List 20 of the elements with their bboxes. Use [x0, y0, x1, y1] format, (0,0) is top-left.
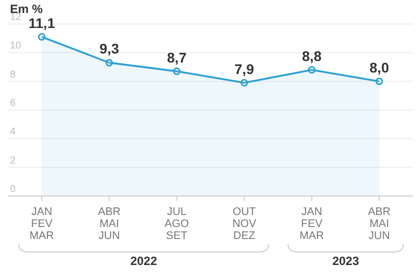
- y-tick-label: 0: [10, 184, 16, 195]
- data-label: 7,9: [234, 60, 254, 77]
- x-tick-label: OUT NOV DEZ: [232, 206, 257, 242]
- data-label: 8,7: [167, 49, 187, 66]
- x-tick-label: ABR MAI JUN: [98, 206, 121, 242]
- y-tick-label: 6: [10, 98, 16, 109]
- data-label: 8,8: [302, 48, 322, 64]
- x-tick-label: JUL AGO SET: [164, 206, 190, 242]
- x-tick-label: JAN FEV MAR: [300, 206, 324, 242]
- y-tick-label: 10: [10, 40, 22, 52]
- text: 2023: [332, 254, 360, 268]
- y-tick-label: 2: [10, 155, 16, 166]
- text: 2022: [130, 254, 158, 268]
- data-label: 8,0: [370, 59, 390, 76]
- y-tick-label: 8: [10, 69, 16, 80]
- x-tick-label: JAN FEV MAR: [30, 206, 54, 242]
- x-tick-label: ABR MAI JUN: [368, 206, 391, 242]
- data-label: 9,3: [100, 40, 120, 57]
- data-label: 11,1: [28, 14, 56, 31]
- y-tick-label: 4: [10, 126, 16, 138]
